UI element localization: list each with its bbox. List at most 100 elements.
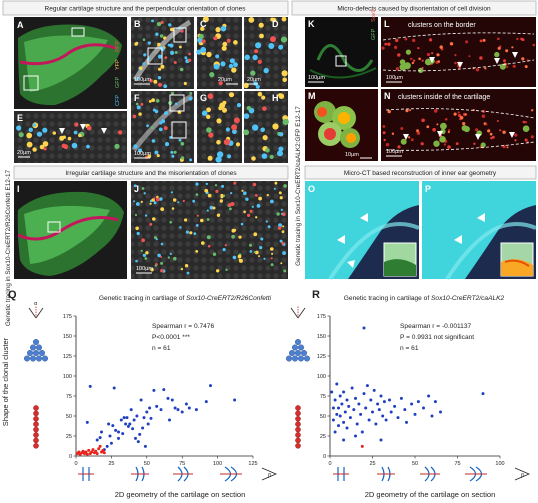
- data-point: [439, 410, 442, 414]
- cell-marker: [71, 142, 78, 149]
- annotation-clusters-inside: clusters inside of the cartilage: [398, 94, 490, 101]
- panel-letter-a: A: [17, 20, 24, 30]
- cell-marker: [144, 257, 148, 260]
- data-point: [84, 450, 88, 454]
- slight-bend-icon: [131, 466, 149, 482]
- cell-marker: [499, 63, 506, 70]
- cell-marker: [276, 212, 280, 216]
- cell-marker: [484, 67, 487, 70]
- cell-marker: [237, 254, 242, 259]
- cell-marker: [207, 93, 214, 100]
- cell-marker: [32, 123, 37, 127]
- cell-marker: [505, 49, 509, 53]
- cell-marker: [243, 113, 250, 119]
- cell-marker: [280, 262, 283, 265]
- cell-marker: [238, 258, 241, 261]
- cell-marker: [514, 133, 518, 137]
- cluster-sphere: [33, 350, 40, 357]
- cell-marker: [195, 182, 199, 186]
- cell-marker: [416, 129, 419, 133]
- cell-marker: [155, 238, 158, 241]
- cell-marker: [439, 45, 443, 49]
- cell-marker: [147, 57, 151, 61]
- y-tick-label: 100: [63, 374, 72, 380]
- cell-marker: [465, 40, 469, 44]
- cluster-sphere: [39, 350, 46, 357]
- channel-gfp-right: GFP: [371, 28, 377, 40]
- cell-marker: [532, 43, 536, 47]
- cell-marker: [530, 135, 534, 139]
- cell-marker: [436, 123, 439, 126]
- chart-r-xlabel: 2D geometry of the cartilage on section: [365, 490, 496, 499]
- cluster-column-icon-right: [295, 405, 301, 449]
- cell-marker: [196, 214, 199, 217]
- data-point: [122, 416, 126, 420]
- data-point: [337, 406, 340, 410]
- data-point: [136, 440, 140, 444]
- cell-marker: [416, 131, 421, 135]
- data-point: [364, 406, 368, 410]
- y-tick-label: 75: [66, 394, 72, 400]
- cell-marker: [489, 132, 493, 136]
- cell-marker: [251, 156, 256, 161]
- cell-marker: [173, 150, 177, 154]
- cell-marker: [225, 127, 230, 132]
- cell-marker: [436, 53, 440, 57]
- cell-marker: [171, 207, 175, 210]
- cell-marker: [385, 143, 390, 147]
- cell-marker: [170, 27, 174, 32]
- cell-marker: [136, 77, 140, 81]
- cell-marker: [198, 33, 204, 40]
- cluster-sphere: [289, 350, 296, 357]
- data-point: [131, 427, 135, 431]
- cell-marker: [114, 143, 120, 149]
- chart-q-stats: Spearman r = 0.7476 P<0.0001 *** n = 61: [152, 323, 214, 352]
- cell-marker: [206, 114, 211, 120]
- cell-marker: [521, 38, 525, 42]
- cell-marker: [279, 132, 284, 137]
- cell-marker: [245, 197, 249, 201]
- data-point: [187, 406, 191, 410]
- data-point: [194, 408, 198, 412]
- cell-marker: [150, 126, 154, 130]
- cell-marker: [222, 41, 228, 47]
- cell-marker: [243, 191, 247, 195]
- cell-marker: [224, 244, 227, 247]
- cell-marker: [73, 130, 78, 135]
- cell-marker: [219, 199, 223, 203]
- cell-marker: [133, 200, 136, 203]
- cell-marker: [141, 187, 145, 190]
- cell-marker: [260, 237, 264, 241]
- data-point: [132, 418, 136, 422]
- cluster-sphere: [42, 355, 49, 362]
- cell-marker: [283, 184, 287, 188]
- cell-marker: [404, 37, 408, 41]
- x-tick-label: 75: [179, 461, 185, 467]
- data-point: [98, 436, 102, 440]
- cluster-column-icon: [33, 405, 39, 449]
- cell-marker: [457, 111, 460, 114]
- channel-yfp: YFP: [115, 59, 121, 70]
- cell-marker: [184, 56, 188, 60]
- cell-marker: [459, 118, 462, 121]
- data-point: [388, 398, 391, 402]
- cell-marker: [506, 146, 509, 149]
- cell-marker: [221, 184, 225, 188]
- cell-marker: [263, 67, 269, 74]
- cell-marker: [282, 225, 285, 228]
- cell-marker: [397, 145, 401, 149]
- data-point: [433, 400, 437, 404]
- data-point: [135, 414, 139, 418]
- cluster-sphere: [292, 344, 299, 351]
- panel-m: M 10µm: [305, 89, 378, 161]
- cluster-sphere: [295, 405, 301, 411]
- cell-marker: [232, 228, 237, 232]
- data-point: [141, 426, 145, 430]
- cell-marker: [200, 46, 207, 53]
- data-point: [381, 414, 385, 418]
- data-point: [204, 400, 208, 404]
- data-point: [101, 448, 105, 452]
- cell-marker: [147, 41, 151, 45]
- data-point: [114, 428, 118, 432]
- cell-marker: [400, 127, 404, 130]
